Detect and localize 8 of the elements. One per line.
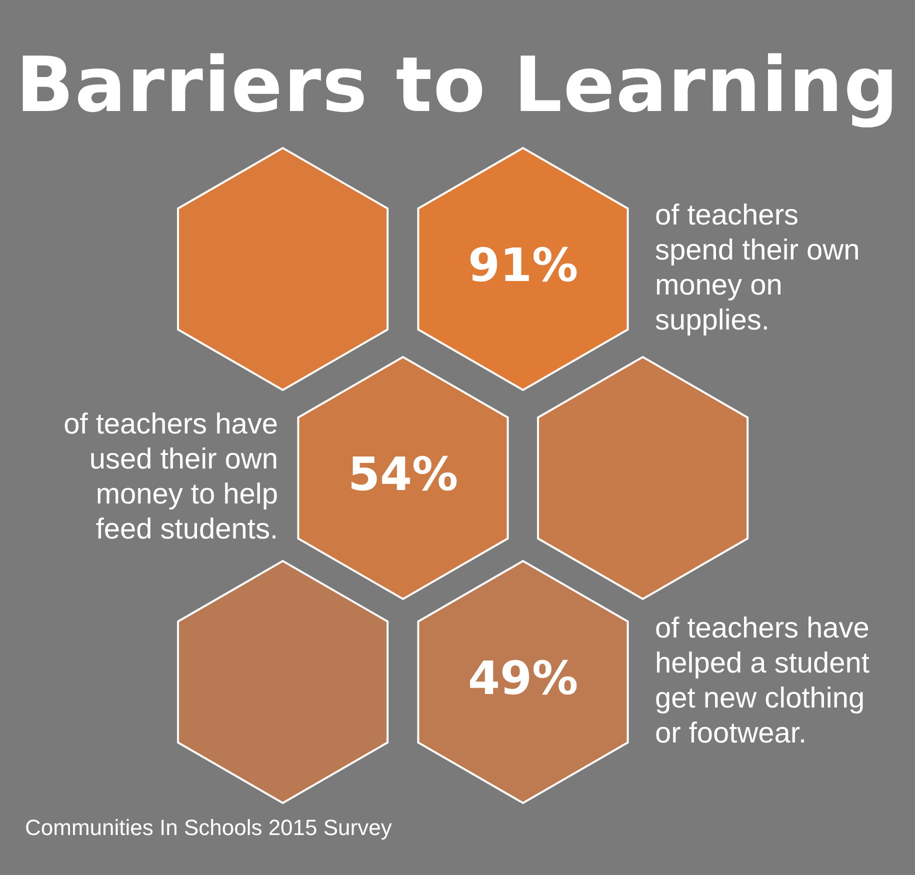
data-label: 54% bbox=[348, 446, 458, 501]
data-label: 91% bbox=[468, 238, 578, 292]
category-label: of teachers have used their own money to help feed students. bbox=[64, 408, 278, 546]
text: Barriers to Learning bbox=[14, 40, 900, 129]
data-label: 49% bbox=[468, 650, 578, 705]
category-label: of teachers spend their own money on supplies. bbox=[655, 200, 860, 336]
category-label: of teachers have helped a student get new clothing or footwear. bbox=[655, 612, 870, 750]
text: Communities In Schools 2015 Survey bbox=[25, 815, 392, 841]
